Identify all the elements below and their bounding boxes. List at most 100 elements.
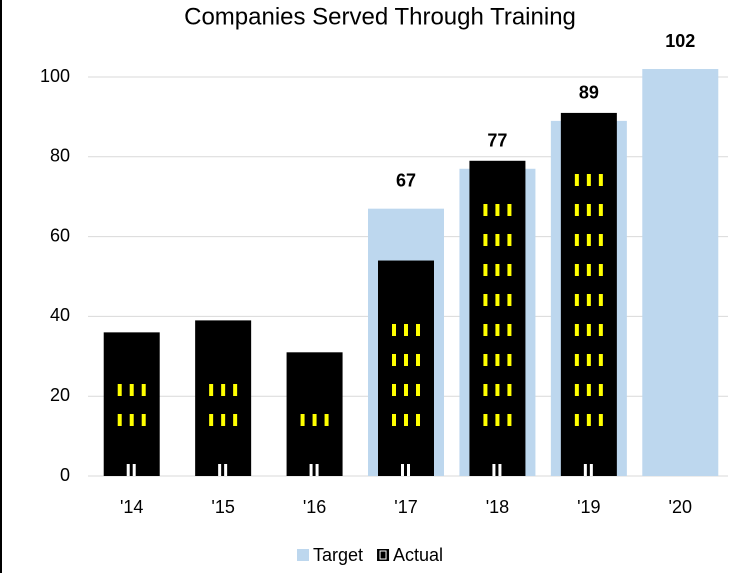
- door: [224, 464, 228, 476]
- window: [507, 294, 512, 306]
- value-label: 89: [579, 83, 599, 103]
- value-label: 54: [396, 275, 416, 295]
- window: [598, 294, 603, 306]
- door: [498, 464, 502, 476]
- bar: [103, 332, 160, 476]
- window: [233, 414, 238, 426]
- window: [574, 324, 579, 336]
- door: [315, 464, 319, 476]
- door: [218, 464, 222, 476]
- x-tick-label: '19: [577, 497, 600, 517]
- value-label: 102: [665, 31, 695, 51]
- window: [416, 384, 420, 396]
- value-label: 36: [122, 347, 142, 367]
- y-tick-label: 40: [50, 305, 70, 325]
- window: [507, 264, 512, 276]
- window: [483, 354, 488, 366]
- window: [598, 354, 603, 366]
- value-label: 67: [396, 170, 416, 190]
- x-tick-label: '15: [211, 497, 234, 517]
- door: [492, 464, 496, 476]
- window: [495, 354, 500, 366]
- window: [312, 414, 317, 426]
- window: [495, 324, 500, 336]
- window: [392, 324, 396, 336]
- window: [324, 414, 329, 426]
- door: [126, 464, 130, 476]
- window: [483, 294, 488, 306]
- window: [416, 414, 420, 426]
- window: [495, 414, 500, 426]
- window: [507, 234, 512, 246]
- window: [404, 324, 408, 336]
- window: [495, 264, 500, 276]
- window: [598, 204, 603, 216]
- window: [586, 294, 591, 306]
- y-tick-label: 0: [60, 465, 70, 485]
- chart-title: Companies Served Through Training: [184, 3, 576, 30]
- window: [117, 414, 122, 426]
- window: [507, 204, 512, 216]
- window: [209, 414, 214, 426]
- window: [233, 384, 238, 396]
- window: [598, 174, 603, 186]
- window: [209, 384, 214, 396]
- bar: [378, 260, 434, 476]
- window: [586, 204, 591, 216]
- window: [574, 294, 579, 306]
- window: [117, 384, 122, 396]
- window: [416, 354, 420, 366]
- x-tick-label: '16: [303, 497, 326, 517]
- bar: [195, 320, 252, 476]
- window: [404, 414, 408, 426]
- window: [586, 234, 591, 246]
- window: [586, 384, 591, 396]
- window: [507, 324, 512, 336]
- window: [586, 414, 591, 426]
- window: [300, 414, 305, 426]
- door: [401, 464, 404, 476]
- window: [483, 384, 488, 396]
- window: [598, 264, 603, 276]
- x-tick-label: '14: [120, 497, 143, 517]
- window: [586, 324, 591, 336]
- x-tick-label: '17: [394, 497, 417, 517]
- window: [586, 354, 591, 366]
- door: [589, 464, 593, 476]
- window: [495, 294, 500, 306]
- window: [574, 264, 579, 276]
- window: [141, 414, 146, 426]
- x-tick-label: '18: [486, 497, 509, 517]
- window: [507, 354, 512, 366]
- value-label: 39: [213, 335, 233, 355]
- y-tick-label: 100: [40, 66, 70, 86]
- bar: [642, 69, 719, 477]
- window: [586, 264, 591, 276]
- value-label: 77: [487, 131, 507, 151]
- legend-label: Actual: [393, 545, 443, 565]
- window: [483, 204, 488, 216]
- window: [404, 354, 408, 366]
- window: [416, 324, 420, 336]
- window: [574, 384, 579, 396]
- window: [598, 414, 603, 426]
- window: [483, 264, 488, 276]
- window: [495, 384, 500, 396]
- window: [574, 174, 579, 186]
- window: [483, 414, 488, 426]
- x-tick-label: '20: [669, 497, 692, 517]
- window: [129, 414, 134, 426]
- window: [598, 234, 603, 246]
- window: [598, 384, 603, 396]
- window: [392, 384, 396, 396]
- y-tick-label: 20: [50, 385, 70, 405]
- window: [574, 234, 579, 246]
- window: [495, 234, 500, 246]
- window: [221, 384, 226, 396]
- window: [483, 234, 488, 246]
- y-tick-label: 60: [50, 225, 70, 245]
- value-label: 91: [579, 128, 599, 148]
- window: [483, 324, 488, 336]
- legend-label: Target: [313, 545, 363, 565]
- window: [392, 414, 396, 426]
